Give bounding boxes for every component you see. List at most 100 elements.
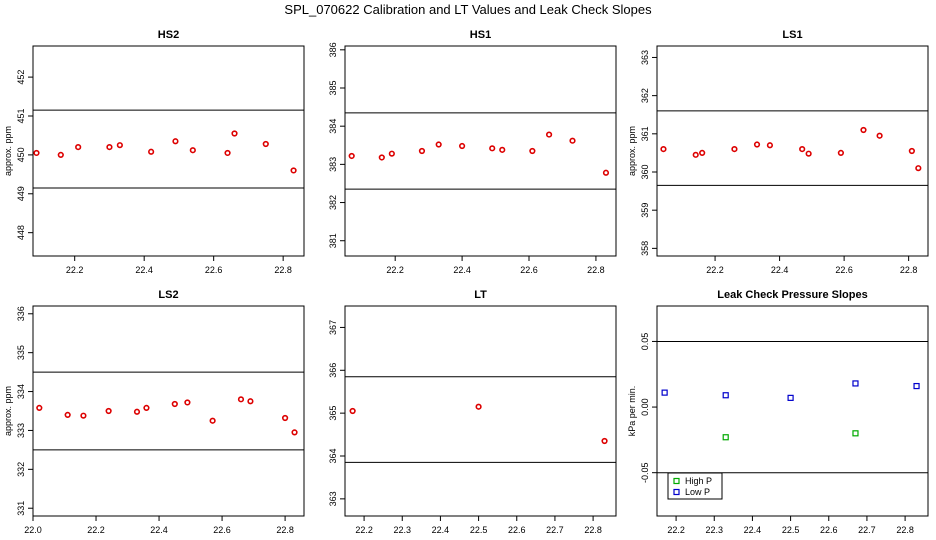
x-tick-label: 22.3	[393, 525, 411, 535]
y-tick-label: 335	[16, 345, 26, 360]
x-tick-label: 22.2	[386, 265, 404, 275]
y-tick-label: 336	[16, 306, 26, 321]
legend-marker	[673, 477, 680, 485]
legend-label: High P	[685, 476, 712, 486]
y-tick-label: 334	[16, 384, 26, 399]
legend-label: Low P	[685, 487, 710, 497]
y-tick-label: 452	[16, 70, 26, 85]
x-tick-label: 22.4	[150, 525, 168, 535]
data-point	[231, 130, 238, 137]
y-tick-label: 333	[16, 423, 26, 438]
data-point	[545, 131, 553, 138]
data-point	[75, 144, 82, 151]
x-tick-label: 22.4	[135, 265, 153, 275]
panel-title: LS2	[158, 289, 178, 301]
data-point	[291, 429, 298, 436]
data-point	[852, 380, 859, 387]
data-point	[601, 437, 608, 445]
panel-title: LT	[474, 289, 487, 301]
y-tick-label: 365	[328, 406, 338, 421]
y-tick-label: 0.05	[640, 333, 650, 351]
y-tick-label: 449	[16, 186, 26, 201]
x-tick-label: 22.7	[858, 525, 876, 535]
y-tick-label: 359	[640, 203, 650, 218]
plot-frame	[32, 305, 305, 517]
y-tick-label: 450	[16, 147, 26, 162]
data-point	[36, 404, 43, 411]
panel-title: Leak Check Pressure Slopes	[717, 289, 867, 301]
data-point	[33, 149, 40, 157]
plot-frame	[344, 45, 617, 257]
data-point	[133, 408, 141, 415]
data-point	[262, 140, 269, 148]
data-point	[57, 151, 64, 158]
data-point	[237, 396, 245, 403]
y-axis-label: approx. ppm	[3, 126, 13, 176]
data-point	[458, 142, 466, 150]
data-point	[876, 132, 883, 139]
x-tick-label: 22.6	[508, 525, 526, 535]
y-tick-label: 0.00	[640, 398, 650, 416]
panel-title: HS2	[158, 29, 179, 41]
data-point	[753, 141, 761, 148]
data-point	[499, 146, 506, 153]
data-point	[569, 137, 576, 144]
x-tick-label: 22.6	[820, 525, 838, 535]
x-tick-label: 22.8	[587, 265, 605, 275]
x-tick-label: 22.6	[213, 525, 231, 535]
y-tick-label: 448	[16, 225, 26, 240]
y-tick-label: 384	[328, 119, 338, 134]
x-tick-label: 22.2	[66, 265, 84, 275]
data-point	[805, 150, 812, 157]
data-point	[860, 126, 867, 134]
plot-frame	[344, 305, 617, 517]
data-point	[908, 147, 915, 155]
data-point	[116, 142, 123, 149]
data-point	[418, 147, 426, 155]
data-point	[189, 147, 196, 154]
y-tick-label: 385	[328, 80, 338, 95]
y-tick-label: 383	[328, 157, 338, 172]
data-point	[722, 434, 729, 441]
x-tick-label: 22.6	[835, 265, 853, 275]
y-tick-label: 382	[328, 195, 338, 210]
x-tick-label: 22.4	[453, 265, 471, 275]
y-axis-label: approx. ppm	[627, 126, 637, 176]
x-tick-label: 22.7	[546, 525, 564, 535]
data-point	[247, 398, 254, 405]
data-point	[290, 167, 297, 174]
data-point	[80, 412, 87, 419]
data-point	[852, 430, 859, 437]
data-point	[209, 417, 216, 424]
data-point	[105, 407, 112, 415]
y-tick-label: 361	[640, 126, 650, 141]
plot-frame	[656, 305, 929, 517]
y-tick-label: 381	[328, 233, 338, 248]
data-point	[171, 400, 178, 408]
y-tick-label: -0.05	[640, 462, 650, 483]
x-tick-label: 22.8	[896, 525, 914, 535]
y-tick-label: 360	[640, 164, 650, 179]
data-point	[692, 151, 699, 158]
data-point	[787, 394, 794, 401]
data-point	[799, 145, 806, 153]
x-tick-label: 22.8	[584, 525, 602, 535]
panel-title: LS1	[782, 29, 802, 41]
data-point	[349, 407, 356, 415]
y-tick-label: 358	[640, 241, 650, 256]
data-point	[224, 149, 231, 157]
x-tick-label: 22.0	[24, 525, 42, 535]
x-tick-label: 22.2	[667, 525, 685, 535]
data-point	[913, 382, 920, 390]
y-axis-label: kPa per min.	[627, 386, 637, 437]
y-tick-label: 366	[328, 363, 338, 378]
legend-marker	[673, 488, 680, 496]
y-tick-label: 364	[328, 448, 338, 463]
figure-title: SPL_070622 Calibration and LT Values and…	[284, 2, 652, 17]
x-tick-label: 22.8	[276, 525, 294, 535]
data-point	[106, 144, 113, 151]
data-point	[489, 145, 496, 152]
y-tick-label: 331	[16, 501, 26, 516]
y-tick-label: 363	[640, 50, 650, 65]
